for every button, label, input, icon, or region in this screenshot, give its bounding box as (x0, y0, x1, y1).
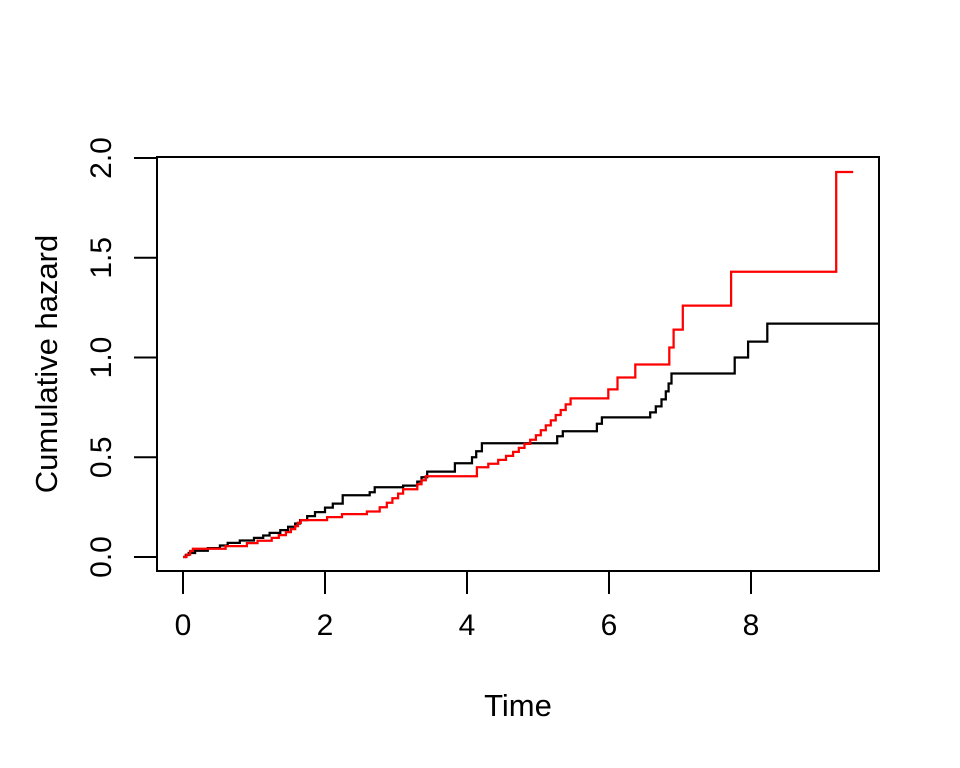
y-tick-label: 2.0 (85, 137, 118, 179)
series-layer (183, 170, 879, 559)
x-axis: 0 2 4 6 8 (175, 571, 760, 642)
x-tick-label: 0 (175, 609, 192, 642)
x-tick-label: 2 (317, 609, 334, 642)
x-axis-title: Time (484, 688, 552, 723)
y-tick-label: 1.0 (85, 337, 118, 379)
y-axis: 0.0 0.5 1.0 1.5 2.0 (85, 137, 157, 578)
series-line-group-1-black (183, 322, 879, 559)
y-axis-title: Cumulative hazard (29, 235, 64, 493)
y-tick-label: 0.5 (85, 436, 118, 478)
y-tick-label: 1.5 (85, 237, 118, 279)
x-tick-label: 6 (601, 609, 618, 642)
plot-box (156, 156, 880, 572)
x-tick-label: 4 (459, 609, 476, 642)
y-tick-label: 0.0 (85, 536, 118, 578)
series-line-group-2-red (183, 170, 854, 559)
x-tick-label: 8 (743, 609, 760, 642)
